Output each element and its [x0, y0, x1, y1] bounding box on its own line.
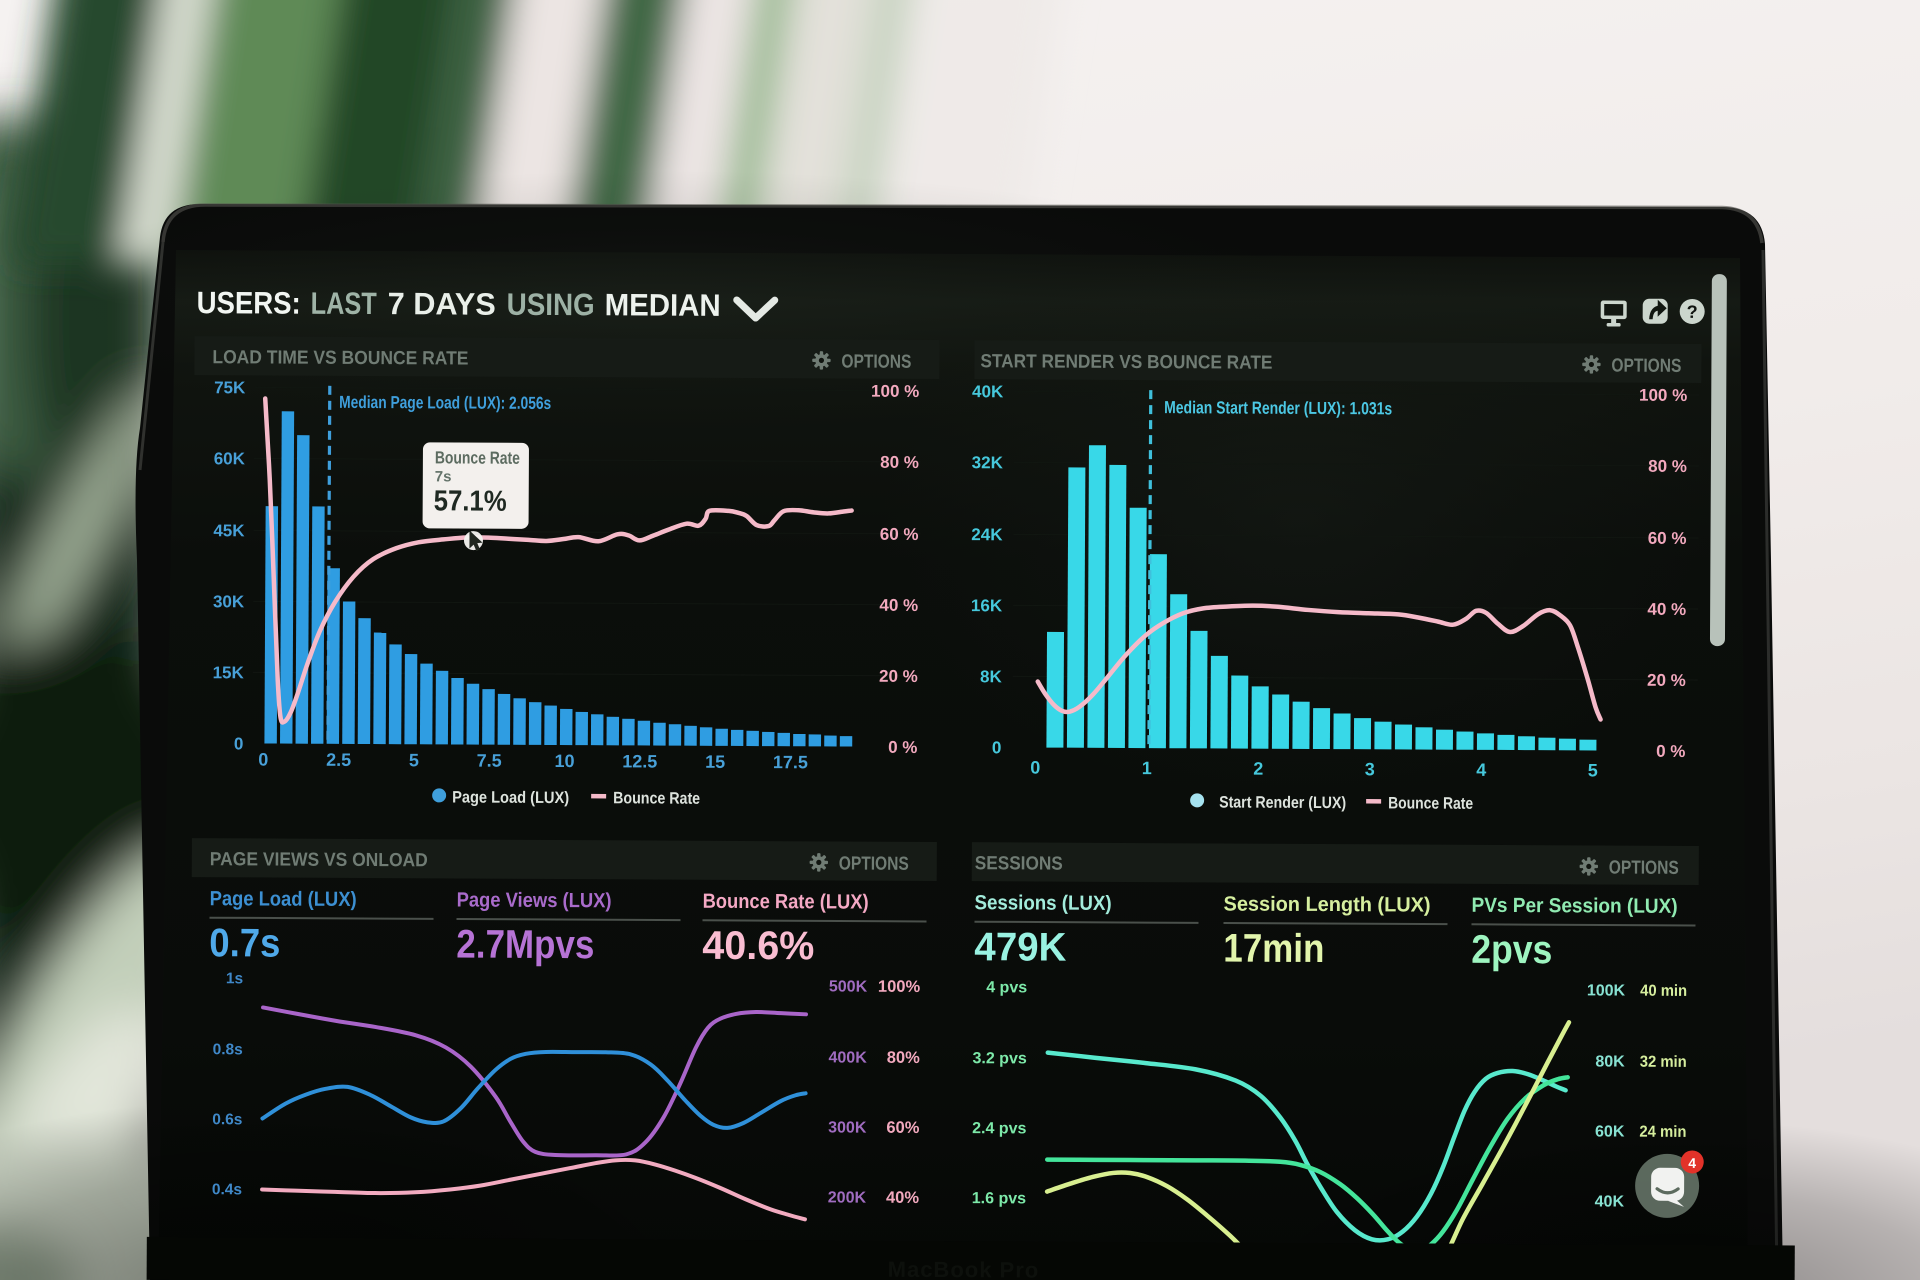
svg-text:100 %: 100 % — [871, 382, 919, 401]
svg-text:75K: 75K — [214, 378, 246, 397]
svg-text:3.2 pvs: 3.2 pvs — [972, 1050, 1026, 1067]
svg-text:30K: 30K — [213, 592, 245, 611]
svg-text:MEDIAN: MEDIAN — [605, 287, 721, 323]
svg-text:0: 0 — [992, 738, 1002, 757]
svg-text:16K: 16K — [971, 596, 1003, 615]
svg-text:0.7s: 0.7s — [209, 921, 280, 965]
svg-text:32 min: 32 min — [1640, 1054, 1687, 1071]
svg-text:Bounce Rate: Bounce Rate — [435, 447, 520, 467]
svg-text:20 %: 20 % — [1647, 671, 1686, 690]
svg-text:5: 5 — [1588, 760, 1598, 780]
svg-text:60%: 60% — [886, 1119, 919, 1137]
svg-text:START RENDER VS BOUNCE RATE: START RENDER VS BOUNCE RATE — [980, 351, 1272, 374]
svg-text:15K: 15K — [213, 663, 245, 682]
svg-text:100 %: 100 % — [1639, 386, 1687, 405]
svg-text:2.7Mpvs: 2.7Mpvs — [456, 922, 594, 967]
svg-text:8K: 8K — [980, 667, 1003, 686]
svg-text:100%: 100% — [878, 978, 921, 996]
svg-text:17.5: 17.5 — [773, 752, 808, 772]
svg-text:0: 0 — [258, 749, 268, 769]
svg-text:60K: 60K — [1595, 1123, 1625, 1140]
svg-text:0.4s: 0.4s — [212, 1181, 242, 1198]
svg-text:40%: 40% — [886, 1189, 919, 1207]
svg-text:12.5: 12.5 — [622, 751, 657, 771]
svg-text:SESSIONS: SESSIONS — [975, 853, 1063, 874]
svg-text:200K: 200K — [828, 1189, 867, 1206]
svg-text:40K: 40K — [972, 382, 1004, 401]
svg-text:60 %: 60 % — [880, 525, 919, 544]
svg-text:Session Length (LUX): Session Length (LUX) — [1224, 892, 1431, 916]
svg-text:0: 0 — [1030, 757, 1040, 777]
svg-text:4: 4 — [1688, 1155, 1696, 1171]
svg-text:0: 0 — [234, 734, 244, 753]
svg-text:2pvs: 2pvs — [1471, 928, 1552, 972]
svg-text:OPTIONS: OPTIONS — [841, 351, 911, 372]
svg-text:60 %: 60 % — [1648, 529, 1687, 548]
svg-text:3: 3 — [1365, 759, 1375, 779]
svg-text:4 pvs: 4 pvs — [986, 979, 1027, 996]
svg-text:80%: 80% — [887, 1049, 920, 1067]
svg-text:Median Start Render (LUX): 1.0: Median Start Render (LUX): 1.031s — [1164, 397, 1392, 418]
svg-text:7 DAYS: 7 DAYS — [388, 286, 496, 322]
svg-text:Bounce Rate (LUX): Bounce Rate (LUX) — [703, 890, 869, 914]
svg-text:OPTIONS: OPTIONS — [1611, 356, 1681, 377]
svg-text:15: 15 — [705, 752, 725, 772]
svg-text:PVs Per Session (LUX): PVs Per Session (LUX) — [1472, 894, 1678, 918]
svg-text:1: 1 — [1142, 758, 1152, 778]
svg-text:40.6%: 40.6% — [702, 924, 814, 969]
svg-text:60K: 60K — [214, 449, 246, 468]
svg-text:Sessions (LUX): Sessions (LUX) — [975, 891, 1112, 915]
svg-text:7s: 7s — [435, 468, 452, 485]
svg-text:OPTIONS: OPTIONS — [839, 853, 909, 874]
svg-text:40K: 40K — [1595, 1193, 1625, 1210]
svg-text:0 %: 0 % — [888, 738, 917, 757]
svg-text:LAST: LAST — [311, 286, 377, 321]
svg-text:40 %: 40 % — [1647, 600, 1686, 619]
svg-text:57.1%: 57.1% — [434, 485, 507, 517]
svg-text:10: 10 — [554, 751, 574, 771]
svg-text:USERS:: USERS: — [197, 285, 301, 321]
svg-text:?: ? — [1687, 302, 1698, 322]
svg-text:2.5: 2.5 — [326, 750, 351, 770]
svg-text:4: 4 — [1476, 760, 1486, 780]
svg-text:PAGE VIEWS VS ONLOAD: PAGE VIEWS VS ONLOAD — [210, 849, 428, 871]
svg-text:OPTIONS: OPTIONS — [1609, 858, 1679, 879]
svg-text:Page Load (LUX): Page Load (LUX) — [452, 788, 569, 807]
svg-text:USING: USING — [507, 287, 595, 322]
svg-text:479K: 479K — [974, 925, 1066, 969]
svg-text:32K: 32K — [972, 453, 1004, 472]
svg-text:2: 2 — [1253, 759, 1263, 779]
svg-text:Median Page Load (LUX): 2.056s: Median Page Load (LUX): 2.056s — [339, 392, 551, 413]
svg-text:300K: 300K — [828, 1119, 867, 1136]
svg-text:17min: 17min — [1223, 926, 1324, 971]
svg-text:5: 5 — [409, 750, 419, 770]
svg-text:Page Views (LUX): Page Views (LUX) — [457, 888, 612, 912]
svg-text:0.8s: 0.8s — [213, 1041, 243, 1058]
svg-text:0 %: 0 % — [1656, 742, 1685, 761]
svg-text:100K: 100K — [1587, 982, 1626, 999]
svg-text:45K: 45K — [213, 521, 245, 540]
svg-text:2.4 pvs: 2.4 pvs — [972, 1120, 1026, 1137]
svg-text:Bounce Rate: Bounce Rate — [1388, 794, 1473, 812]
svg-text:0.6s: 0.6s — [212, 1111, 242, 1128]
svg-text:Start Render (LUX): Start Render (LUX) — [1219, 793, 1346, 812]
svg-text:7.5: 7.5 — [477, 751, 502, 771]
svg-text:40 %: 40 % — [879, 596, 918, 615]
svg-text:LOAD TIME VS BOUNCE RATE: LOAD TIME VS BOUNCE RATE — [212, 347, 468, 369]
svg-text:MacBook Pro: MacBook Pro — [888, 1257, 1040, 1280]
svg-text:80 %: 80 % — [1648, 457, 1687, 476]
svg-text:Page Load (LUX): Page Load (LUX) — [210, 887, 357, 911]
svg-text:24K: 24K — [971, 525, 1003, 544]
svg-text:500K: 500K — [829, 978, 868, 995]
svg-text:400K: 400K — [828, 1049, 867, 1066]
svg-text:Bounce Rate: Bounce Rate — [613, 789, 700, 807]
svg-text:40 min: 40 min — [1640, 983, 1687, 1000]
svg-text:1.6 pvs: 1.6 pvs — [972, 1190, 1026, 1207]
svg-text:24 min: 24 min — [1639, 1124, 1686, 1141]
svg-text:1s: 1s — [226, 970, 243, 987]
svg-text:80 %: 80 % — [880, 453, 919, 472]
svg-text:20 %: 20 % — [879, 667, 918, 686]
svg-text:80K: 80K — [1595, 1053, 1625, 1070]
